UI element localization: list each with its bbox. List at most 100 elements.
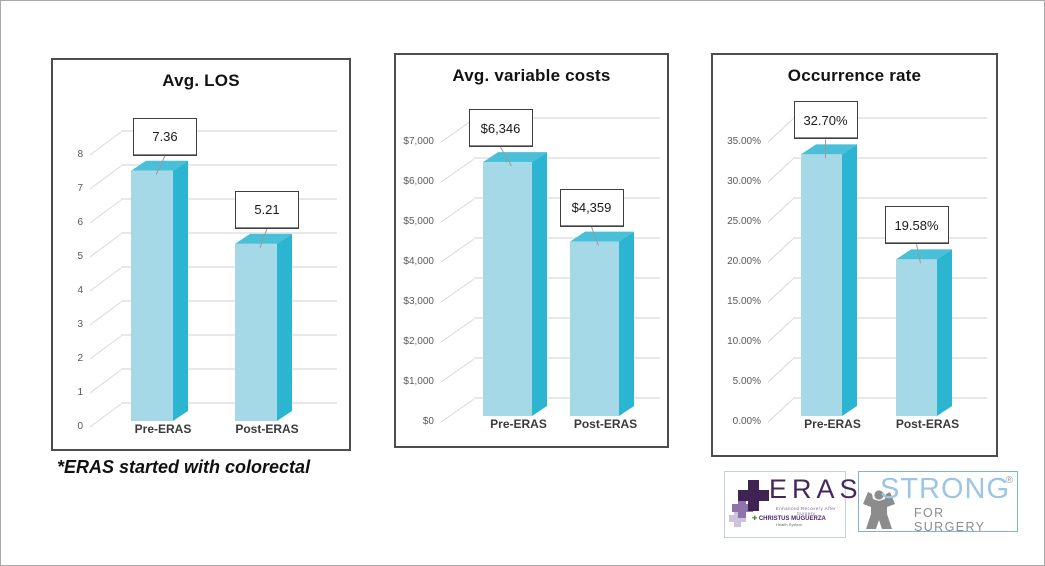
chart-title: Occurrence rate bbox=[787, 66, 922, 85]
bar-side-face bbox=[619, 231, 634, 416]
y-tick-label: 10.00% bbox=[727, 336, 761, 347]
label-leader-line bbox=[155, 155, 166, 175]
y-tick-label: 5 bbox=[77, 251, 83, 262]
axis-depth-line bbox=[767, 198, 794, 223]
y-tick-label: $2,000 bbox=[403, 336, 434, 347]
axis-depth-line bbox=[440, 158, 475, 183]
y-tick-label: 15.00% bbox=[727, 296, 761, 307]
axis-depth-line bbox=[89, 301, 122, 326]
eras-tagline: Enhanced Recovery After Surgery bbox=[775, 506, 837, 516]
axis-depth-line bbox=[89, 131, 122, 156]
axis-depth-line bbox=[767, 238, 794, 263]
footnote: *ERAS started with colorectal bbox=[57, 457, 311, 477]
axis-depth-line bbox=[440, 278, 475, 303]
y-tick-label: $6,000 bbox=[403, 176, 434, 187]
plot-area: 0 1 2 3 4 5 6 7 8 Pre-ERAS Post-ERAS bbox=[77, 130, 337, 436]
y-tick-label: 25.00% bbox=[727, 216, 761, 227]
y-tick-label: 5.00% bbox=[733, 376, 761, 387]
chart-panel-avg-variable-costs: Avg. variable costs $0 $1,000 $2,000 $3,000… bbox=[394, 53, 669, 448]
axis-depth-line bbox=[89, 267, 122, 292]
bar-side-face bbox=[532, 152, 547, 416]
label-leader-line bbox=[500, 146, 512, 167]
axis-depth-line bbox=[767, 318, 794, 343]
bar-front-face bbox=[235, 243, 277, 421]
bar-top-face bbox=[570, 231, 634, 242]
axis-depth-line bbox=[440, 318, 475, 343]
y-tick-label: 35.00% bbox=[727, 136, 761, 147]
y-tick-label: 6 bbox=[77, 217, 83, 228]
plot-area: $0 $1,000 $2,000 $3,000 $4,000 $5,000 $6,000 $7… bbox=[403, 117, 660, 431]
y-tick-label: $3,000 bbox=[403, 296, 434, 307]
y-tick-label: 7 bbox=[77, 183, 83, 194]
for-surgery-text: FOR SURGERY bbox=[914, 506, 986, 534]
category-label: Pre-ERAS bbox=[804, 417, 861, 431]
data-label-box: $4,359 bbox=[559, 188, 624, 227]
chart-panel-avg-los: Avg. LOS 0 1 2 3 4 5 6 7 8 Pre-ERAS Post-ERAS 7.36… bbox=[51, 58, 351, 451]
bar-front-face bbox=[483, 162, 532, 416]
bar-side-face bbox=[937, 249, 952, 416]
eras-org-mark: ✚ CHRISTUS MUGUERZA Health System bbox=[743, 516, 835, 528]
category-label: Post-ERAS bbox=[574, 417, 637, 431]
y-tick-label: 0 bbox=[77, 421, 83, 432]
y-tick-label: $5,000 bbox=[403, 216, 434, 227]
eras-org-name: CHRISTUS MUGUERZA bbox=[758, 516, 826, 522]
axis-depth-line bbox=[89, 165, 122, 190]
y-tick-label: $4,000 bbox=[403, 256, 434, 267]
y-tick-label: 4 bbox=[77, 285, 83, 296]
y-tick-label: $7,000 bbox=[403, 136, 434, 147]
bar-side-face bbox=[277, 233, 292, 421]
axis-depth-line bbox=[440, 198, 475, 223]
data-label-box: 32.70% bbox=[793, 101, 858, 140]
label-leader-line bbox=[591, 226, 599, 246]
category-label: Post-ERAS bbox=[235, 422, 298, 436]
strong-wordmark: STRONG bbox=[880, 473, 1011, 505]
axis-depth-line bbox=[440, 358, 475, 383]
y-tick-label: 0.00% bbox=[733, 416, 761, 427]
axis-depth-line bbox=[767, 158, 794, 183]
bar-top-face bbox=[483, 152, 547, 163]
y-tick-label: 3 bbox=[77, 319, 83, 330]
y-tick-label: 1 bbox=[77, 387, 83, 398]
plot-area: 0.00% 5.00% 10.00% 15.00% 20.00% 25.00% 30.00%… bbox=[727, 117, 987, 431]
bar-front-face bbox=[131, 170, 173, 421]
axis-depth-line bbox=[440, 238, 475, 263]
axis-depth-line bbox=[767, 398, 794, 423]
eras-logo: ERAS Enhanced Recovery After Surgery ✚ C… bbox=[724, 471, 858, 538]
chart-panel-occurrence-rate: Occurrence rate 0.00% 5.00% 10.00% 15.00% 20… bbox=[711, 53, 998, 457]
axis-depth-line bbox=[89, 335, 122, 360]
eras-org-subtitle: Health System bbox=[775, 522, 802, 528]
data-label-box: 7.36 bbox=[133, 117, 197, 156]
registered-mark-icon: ® bbox=[1005, 475, 1013, 486]
bar-side-face bbox=[842, 144, 857, 416]
bar-front-face bbox=[896, 259, 937, 416]
strongman-figure-icon bbox=[863, 490, 895, 529]
y-tick-label: 8 bbox=[77, 149, 83, 160]
chart-title: Avg. LOS bbox=[162, 71, 240, 90]
axis-depth-line bbox=[89, 233, 122, 258]
y-tick-label: 20.00% bbox=[727, 256, 761, 267]
bar-front-face bbox=[801, 154, 842, 416]
bar-top-face bbox=[896, 249, 952, 260]
y-tick-label: 30.00% bbox=[727, 176, 761, 187]
axis-depth-line bbox=[767, 118, 794, 143]
y-tick-label: $1,000 bbox=[403, 376, 434, 387]
axis-depth-line bbox=[440, 398, 475, 423]
bar-side-face bbox=[173, 160, 188, 421]
eras-wordmark: ERAS bbox=[769, 474, 863, 504]
hospital-cross-icon: ✚ bbox=[752, 516, 758, 522]
axis-depth-line bbox=[767, 278, 794, 303]
bar-front-face bbox=[570, 241, 619, 416]
category-label: Pre-ERAS bbox=[135, 422, 192, 436]
eras-crosses-icon bbox=[729, 480, 769, 527]
axis-depth-line bbox=[767, 358, 794, 383]
y-tick-label: 2 bbox=[77, 353, 83, 364]
bar-top-face bbox=[131, 160, 188, 171]
axis-depth-line bbox=[89, 199, 122, 224]
label-leader-line bbox=[259, 228, 268, 249]
y-tick-label: $0 bbox=[423, 416, 435, 427]
data-label-box: $6,346 bbox=[468, 109, 533, 148]
bar-top-face bbox=[801, 144, 857, 155]
data-label-box: 5.21 bbox=[235, 190, 299, 229]
data-label-box: 19.58% bbox=[884, 206, 949, 245]
